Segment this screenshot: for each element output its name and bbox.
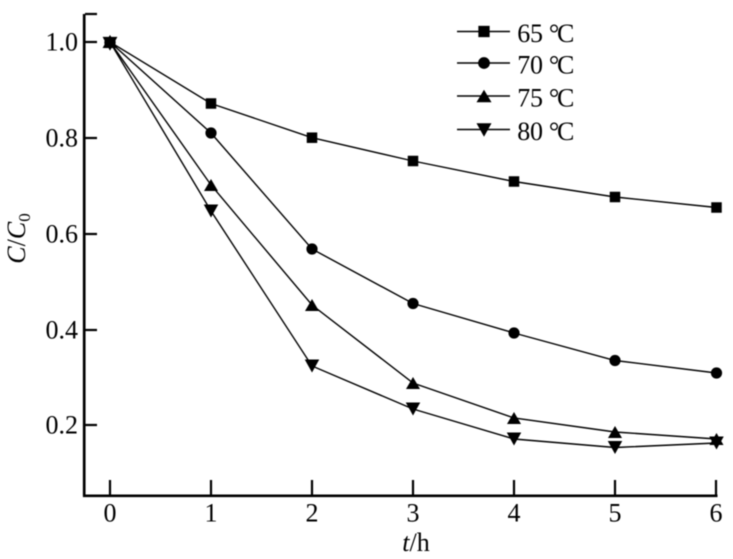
svg-text:6: 6 xyxy=(710,499,723,528)
svg-text:65 °C: 65 °C xyxy=(517,19,574,48)
svg-text:0.2: 0.2 xyxy=(46,411,79,440)
svg-text:1.0: 1.0 xyxy=(46,28,79,57)
svg-text:2: 2 xyxy=(306,499,319,528)
svg-text:4: 4 xyxy=(508,499,521,528)
svg-text:0.4: 0.4 xyxy=(46,316,79,345)
svg-text:t/h: t/h xyxy=(402,528,429,557)
svg-text:3: 3 xyxy=(407,499,420,528)
svg-text:70 °C: 70 °C xyxy=(517,51,574,80)
svg-text:5: 5 xyxy=(609,499,622,528)
svg-text:75 °C: 75 °C xyxy=(517,84,574,113)
svg-text:80 °C: 80 °C xyxy=(517,117,574,146)
svg-text:0.6: 0.6 xyxy=(46,220,79,249)
svg-text:0: 0 xyxy=(104,499,117,528)
svg-text:1: 1 xyxy=(205,499,218,528)
svg-text:0.8: 0.8 xyxy=(46,124,79,153)
